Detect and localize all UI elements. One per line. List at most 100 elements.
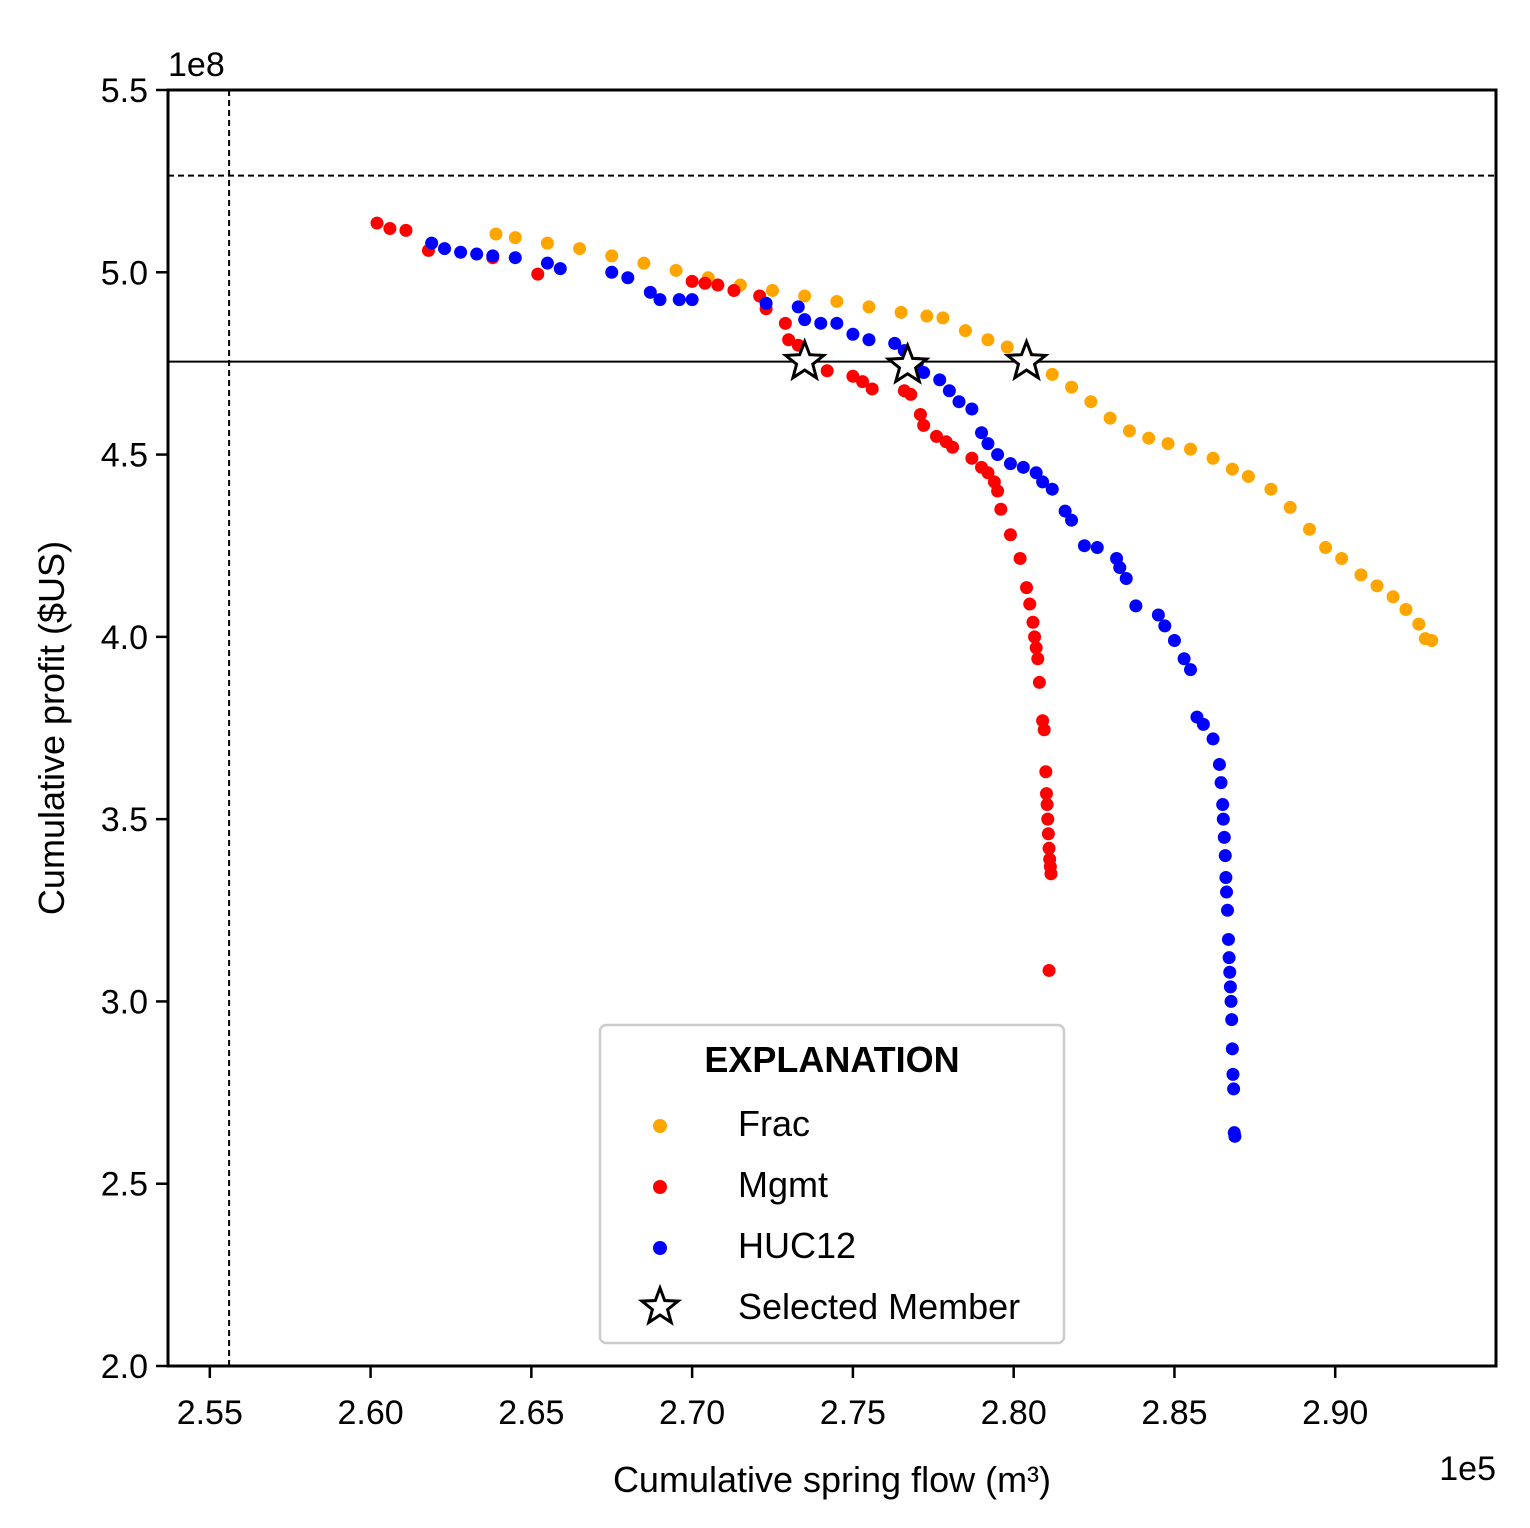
point-mgmt	[913, 407, 927, 421]
point-mgmt	[1026, 615, 1040, 629]
legend-entry-mgmt: Mgmt	[738, 1164, 828, 1205]
point-huc12	[991, 448, 1005, 462]
point-huc12	[1090, 541, 1104, 555]
point-huc12	[798, 313, 812, 327]
data-points	[370, 216, 1439, 1143]
point-huc12	[454, 245, 468, 259]
point-huc12	[1223, 965, 1237, 979]
point-frac	[1084, 395, 1098, 409]
point-huc12	[1184, 663, 1198, 677]
point-huc12	[643, 285, 657, 299]
point-frac	[1370, 579, 1384, 593]
point-frac	[540, 236, 554, 250]
legend-box	[598, 1023, 1066, 1345]
point-mgmt	[1032, 675, 1046, 689]
point-mgmt	[991, 484, 1005, 498]
y-tick-label: 4.0	[101, 619, 148, 657]
point-huc12	[791, 300, 805, 314]
point-mgmt	[1037, 723, 1051, 737]
x-tick-label: 2.75	[820, 1394, 886, 1432]
x-tick-label: 2.80	[981, 1394, 1047, 1432]
point-mgmt	[1039, 787, 1053, 801]
point-huc12	[759, 296, 773, 310]
point-huc12	[685, 293, 699, 307]
legend-marker-huc12	[653, 1241, 667, 1255]
point-mgmt	[685, 274, 699, 288]
point-huc12	[1223, 980, 1237, 994]
point-huc12	[1077, 539, 1091, 553]
x-tick-label: 2.55	[177, 1394, 243, 1432]
point-huc12	[653, 293, 667, 307]
point-frac	[1335, 551, 1349, 565]
point-mgmt	[399, 223, 413, 237]
point-huc12	[1224, 994, 1238, 1008]
point-huc12	[1206, 732, 1220, 746]
point-frac	[766, 284, 780, 298]
point-huc12	[1196, 717, 1210, 731]
point-huc12	[1167, 634, 1181, 648]
point-huc12	[1221, 903, 1235, 917]
point-frac	[1319, 541, 1333, 555]
point-frac	[1425, 634, 1439, 648]
x-tick-label: 2.85	[1141, 1394, 1207, 1432]
point-huc12	[1212, 757, 1226, 771]
point-mgmt	[1020, 581, 1034, 595]
point-huc12	[1158, 619, 1172, 633]
point-frac	[508, 231, 522, 245]
y-axis-label: Cumulative profit ($US)	[31, 541, 72, 915]
point-mgmt	[1013, 551, 1027, 565]
point-frac	[1264, 482, 1278, 496]
point-huc12	[540, 256, 554, 270]
point-mgmt	[917, 418, 931, 432]
point-frac	[1399, 603, 1413, 617]
point-frac	[830, 294, 844, 308]
point-mgmt	[930, 429, 944, 443]
plot-frame	[166, 88, 1498, 1368]
x-axis-label: Cumulative spring flow (m³)	[613, 1459, 1051, 1500]
x-tick-label: 2.60	[337, 1394, 403, 1432]
point-mgmt	[370, 216, 384, 230]
legend-entry-huc12: HUC12	[738, 1225, 856, 1266]
legend-entry-selected-member: Selected Member	[738, 1286, 1020, 1327]
point-huc12	[1036, 475, 1050, 489]
point-mgmt	[1041, 827, 1055, 841]
point-frac	[894, 305, 908, 319]
point-huc12	[1119, 572, 1133, 586]
point-huc12	[862, 333, 876, 347]
legend-marker-mgmt	[653, 1180, 667, 1194]
point-frac	[637, 256, 651, 270]
point-frac	[1045, 367, 1059, 381]
point-mgmt	[383, 222, 397, 236]
point-mgmt	[1041, 812, 1055, 826]
point-mgmt	[1003, 528, 1017, 542]
point-huc12	[1219, 870, 1233, 884]
point-mgmt	[782, 333, 796, 347]
point-huc12	[1225, 1042, 1239, 1056]
point-frac	[1241, 469, 1255, 483]
y-tick-label: 3.5	[101, 801, 148, 839]
point-frac	[1303, 522, 1317, 536]
point-huc12	[846, 327, 860, 341]
point-frac	[1122, 424, 1136, 438]
point-mgmt	[865, 382, 879, 396]
reference-lines	[168, 90, 1496, 1366]
x-tick-label: 2.65	[498, 1394, 564, 1432]
point-mgmt	[531, 267, 545, 281]
point-frac	[573, 242, 587, 256]
legend-entry-frac: Frac	[738, 1103, 810, 1144]
point-huc12	[1113, 561, 1127, 575]
point-frac	[605, 249, 619, 263]
point-mgmt	[846, 369, 860, 383]
point-huc12	[965, 402, 979, 416]
point-mgmt	[1031, 652, 1045, 666]
point-mgmt	[904, 387, 918, 401]
point-mgmt	[981, 466, 995, 480]
selected-member-star-icon	[884, 341, 931, 385]
point-huc12	[1177, 652, 1191, 666]
point-frac	[1065, 380, 1079, 394]
y-tick-label: 5.5	[101, 72, 148, 110]
point-frac	[862, 300, 876, 314]
legend: EXPLANATION Frac Mgmt HUC12 Selected Mem…	[598, 1023, 1066, 1345]
point-huc12	[486, 249, 500, 263]
